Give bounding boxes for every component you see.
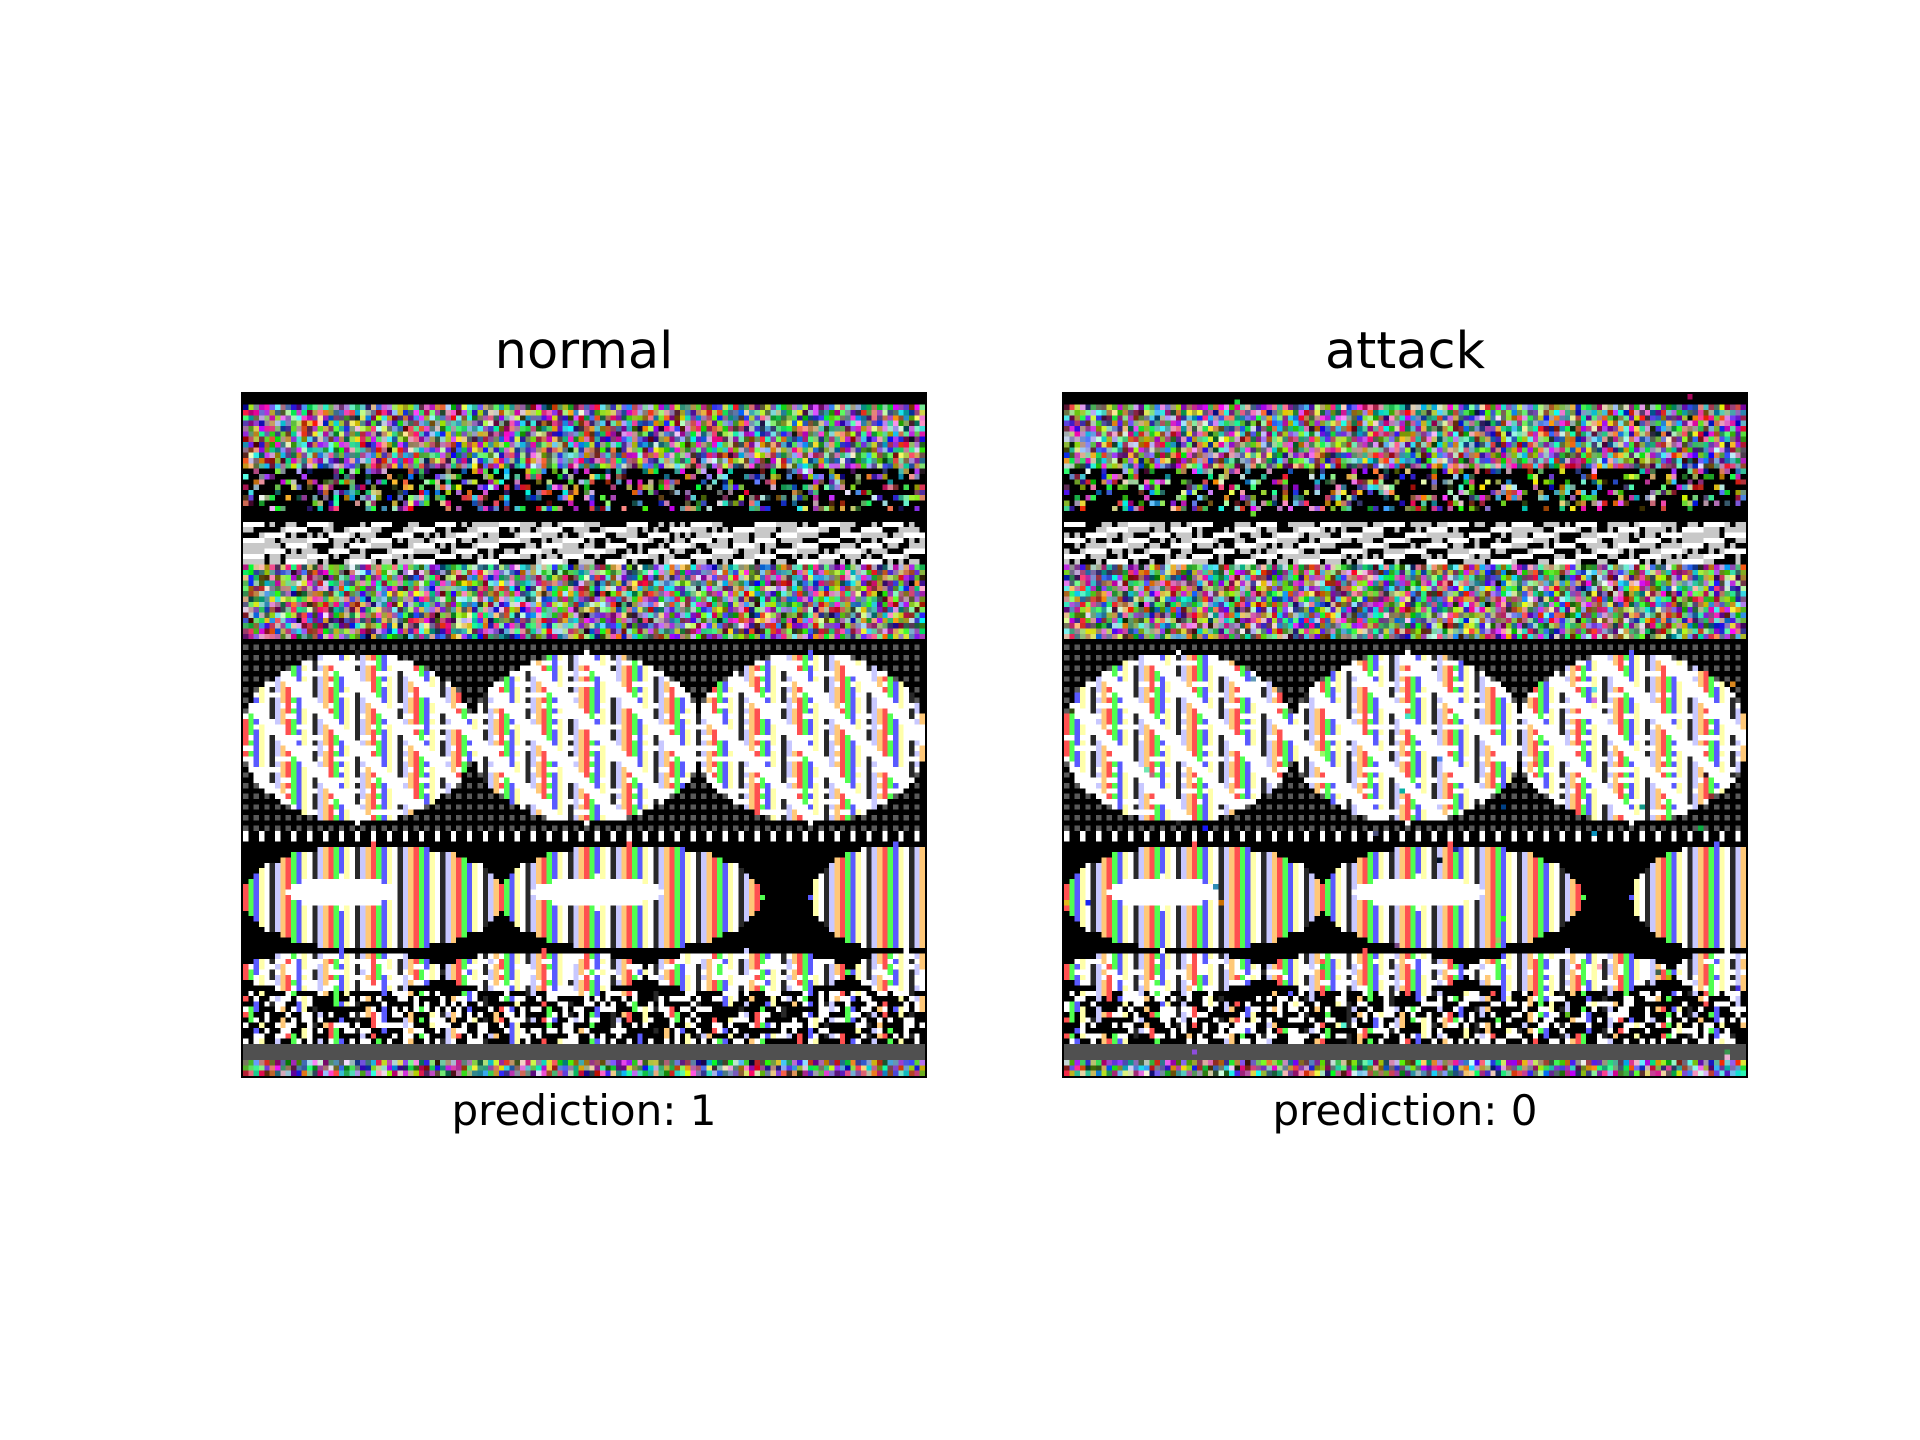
image-canvas-normal: [243, 394, 925, 1076]
panel-caption-attack: prediction: 0: [1272, 1086, 1538, 1135]
image-attack: [1062, 392, 1748, 1078]
panel-title-normal: normal: [494, 322, 674, 381]
panel-title-attack: attack: [1324, 322, 1486, 381]
panel-caption-normal: prediction: 1: [451, 1086, 717, 1135]
image-canvas-attack: [1064, 394, 1746, 1076]
image-normal: [241, 392, 927, 1078]
